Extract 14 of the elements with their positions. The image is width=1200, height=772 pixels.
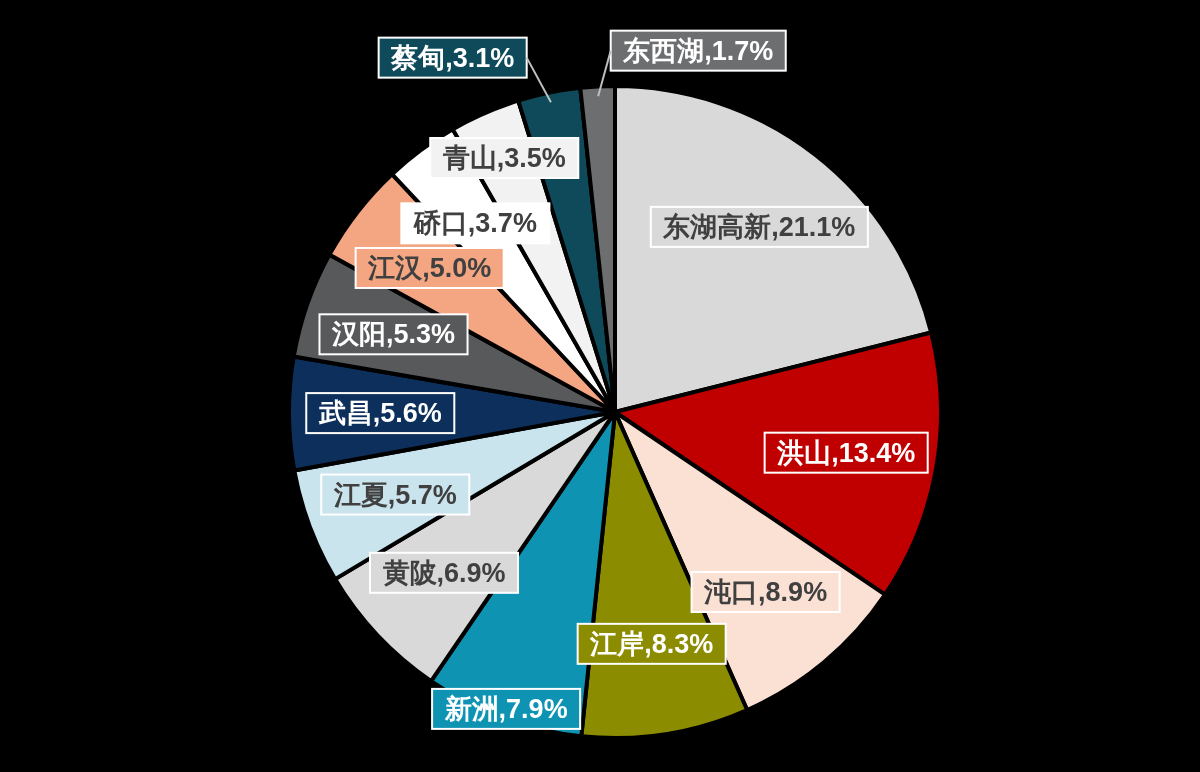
slice-label: 黄陂,6.9% [381,557,506,588]
slice-label: 硚口,3.7% [412,208,537,239]
slice-label: 东湖高新,21.1% [662,211,856,242]
slice-label: 新洲,7.9% [443,693,568,724]
slice-label: 武昌,5.6% [317,398,442,429]
slice-label: 汉阳,5.3% [330,319,456,350]
slice-label: 青山,3.5% [441,142,566,173]
slice-label: 蔡甸,3.1% [390,42,515,73]
slice-label: 洪山,13.4% [776,437,916,468]
slice-label: 江夏,5.7% [332,479,457,510]
slice-label: 江岸,8.3% [589,628,714,659]
slice-label: 沌口,8.9% [703,577,828,608]
slice-label: 东西湖,1.7% [622,35,774,66]
slice-label: 江汉,5.0% [367,252,492,283]
